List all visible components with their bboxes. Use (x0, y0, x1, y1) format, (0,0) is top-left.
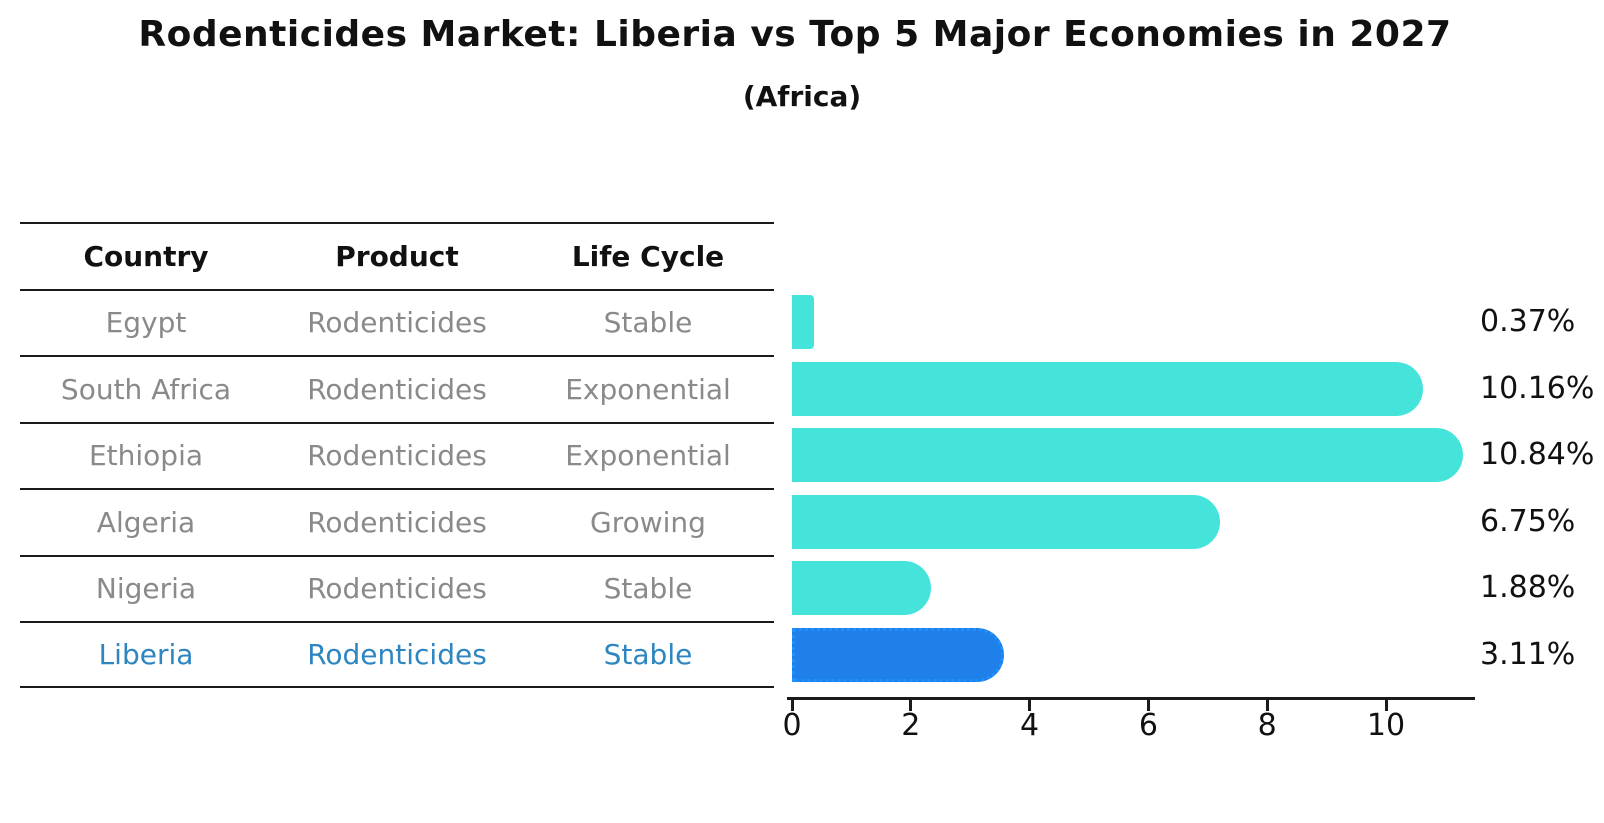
x-tick-mark (1146, 699, 1150, 711)
cell-product: Rodenticides (307, 439, 487, 473)
bar-south-africa (792, 361, 1423, 416)
bar-algeria (792, 494, 1220, 549)
country-table: Country Product Life Cycle Egypt Rodenti… (20, 222, 774, 688)
bar-nigeria (792, 561, 931, 615)
cell-life-cycle: Exponential (565, 372, 731, 406)
value-label-ethiopia: 10.84% (1480, 437, 1595, 472)
table-row-ethiopia: Ethiopia Rodenticides Exponential (20, 421, 774, 489)
table-row-liberia: Liberia Rodenticides Stable (20, 621, 774, 688)
table-row-egypt: Egypt Rodenticides Stable (20, 288, 774, 356)
cell-product: Rodenticides (307, 505, 487, 539)
x-tick-label: 0 (782, 708, 802, 743)
x-tick-mark (790, 699, 794, 711)
table-row-nigeria: Nigeria Rodenticides Stable (20, 554, 774, 622)
column-header-life-cycle: Life Cycle (571, 239, 725, 273)
table-header-row: Country Product Life Cycle (20, 222, 774, 289)
x-tick-label: 6 (1138, 708, 1158, 743)
bar-egypt (792, 295, 814, 349)
x-tick-label: 2 (901, 708, 921, 743)
column-header-country: Country (83, 239, 209, 273)
cell-life-cycle: Stable (603, 637, 693, 671)
value-label-south-africa: 10.16% (1480, 370, 1595, 406)
cell-country: Egypt (105, 306, 187, 340)
cell-life-cycle: Growing (590, 505, 706, 539)
cell-country: Nigeria (95, 572, 197, 606)
table-row-algeria: Algeria Rodenticides Growing (20, 488, 774, 555)
x-tick-label: 8 (1257, 708, 1277, 743)
cell-country: South Africa (60, 372, 232, 406)
chart-subtitle: (Africa) (742, 80, 862, 113)
cell-country: Algeria (96, 505, 196, 539)
cell-product: Rodenticides (307, 572, 487, 606)
column-header-product: Product (335, 239, 459, 273)
table-row-south-africa: South Africa Rodenticides Exponential (20, 355, 774, 422)
cell-country: Liberia (98, 637, 194, 671)
cell-country: Ethiopia (88, 439, 204, 473)
bar-liberia (792, 627, 1004, 682)
cell-life-cycle: Stable (603, 572, 693, 606)
x-tick-mark (909, 699, 913, 711)
value-label-algeria: 6.75% (1480, 503, 1576, 539)
x-tick-mark (1384, 699, 1388, 711)
x-tick-mark (1265, 699, 1269, 711)
cell-product: Rodenticides (307, 306, 487, 340)
chart-title: Rodenticides Market: Liberia vs Top 5 Ma… (138, 14, 1452, 55)
bar-ethiopia (792, 428, 1463, 482)
value-label-egypt: 0.37% (1480, 304, 1576, 339)
value-label-nigeria: 1.88% (1480, 570, 1576, 605)
cell-life-cycle: Stable (603, 306, 693, 340)
x-tick-label: 10 (1366, 708, 1406, 743)
x-tick-label: 4 (1020, 708, 1040, 743)
value-label-liberia: 3.11% (1480, 636, 1576, 672)
x-axis-line (787, 697, 1475, 700)
cell-life-cycle: Exponential (565, 439, 731, 473)
x-tick-mark (1028, 699, 1032, 711)
cell-product: Rodenticides (307, 637, 487, 671)
cell-product: Rodenticides (307, 372, 487, 406)
